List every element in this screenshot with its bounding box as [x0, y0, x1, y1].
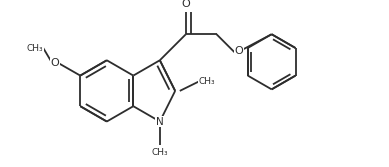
Text: CH₃: CH₃	[198, 77, 215, 86]
Text: N: N	[156, 117, 164, 127]
Text: CH₃: CH₃	[152, 148, 168, 157]
Text: O: O	[234, 46, 243, 56]
Text: O: O	[51, 58, 60, 68]
Text: CH₃: CH₃	[26, 44, 43, 52]
Text: O: O	[182, 0, 190, 9]
